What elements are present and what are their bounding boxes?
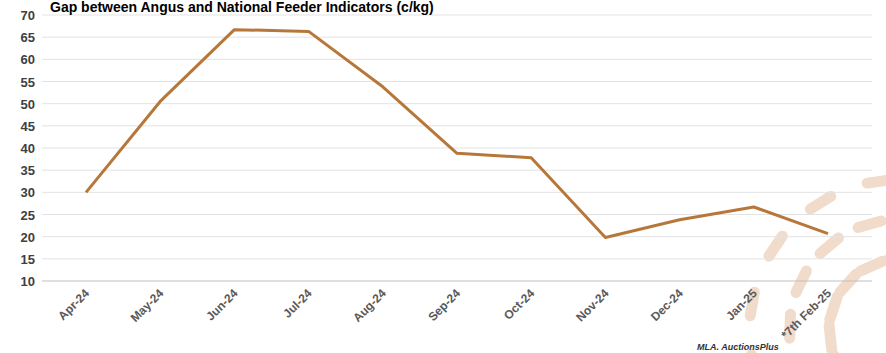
watermark-dash	[840, 274, 856, 292]
y-tick-label: 20	[21, 230, 35, 245]
series-line	[86, 30, 828, 238]
x-tick-label: *7th Feb-25	[778, 286, 834, 342]
y-tick-label: 45	[21, 119, 35, 134]
watermark-dash	[867, 180, 886, 183]
grid	[42, 15, 872, 281]
watermark-dash	[830, 297, 837, 320]
grid-line	[42, 214, 872, 215]
grid-line	[42, 59, 872, 60]
source: MLA. AuctionsPlus	[697, 342, 779, 352]
y-tick-label: 40	[21, 141, 35, 156]
grid-line	[42, 37, 872, 38]
grid-line	[42, 281, 872, 282]
watermark-dash	[861, 261, 883, 271]
watermark-dash	[820, 238, 838, 253]
x-tick-label: Jul-24	[280, 286, 315, 321]
watermark-dash	[829, 325, 832, 349]
x-tick-label: Dec-24	[648, 286, 686, 324]
watermark-dash	[769, 236, 782, 256]
y-tick-label: 60	[21, 52, 35, 67]
grid-line	[42, 125, 872, 126]
grid-line	[42, 258, 872, 259]
y-tick-label: 70	[21, 8, 35, 23]
grid-line	[42, 236, 872, 237]
watermark	[750, 180, 886, 353]
y-tick-label: 55	[21, 75, 35, 90]
grid-line	[42, 192, 872, 193]
x-tick-label: Jun-24	[203, 286, 240, 323]
y-tick-label: 25	[21, 208, 35, 223]
y-tick-label: 15	[21, 252, 35, 267]
watermark-dash	[858, 221, 881, 228]
y-tick-label: 65	[21, 30, 35, 45]
x-tick-label: Jan-25	[723, 286, 760, 323]
y-tick-label: 10	[21, 274, 35, 289]
x-tick-label: Oct-24	[501, 286, 538, 323]
y-tick-label: 30	[21, 185, 35, 200]
x-tick-label: Aug-24	[350, 286, 389, 325]
y-tick-label: 35	[21, 163, 35, 178]
x-tick-label: Nov-24	[573, 286, 611, 324]
watermark-dash	[810, 196, 830, 209]
chart: 10 15 20 25 30 35 40 45 50 55 60 65 70 Apr-24 May-24 Ju…	[0, 0, 886, 353]
x-tick-label: Sep-24	[425, 286, 463, 324]
y-tick-label: 50	[21, 97, 35, 112]
title: Gap between Angus and National Feeder In…	[50, 0, 434, 15]
grid-line	[42, 170, 872, 171]
watermark-dash	[796, 271, 807, 293]
x-tick-label: Apr-24	[55, 286, 92, 323]
plot-area	[86, 30, 828, 238]
grid-line	[42, 103, 872, 104]
grid-line	[42, 81, 872, 82]
x-tick-label: May-24	[128, 286, 167, 325]
grid-line	[42, 148, 872, 149]
